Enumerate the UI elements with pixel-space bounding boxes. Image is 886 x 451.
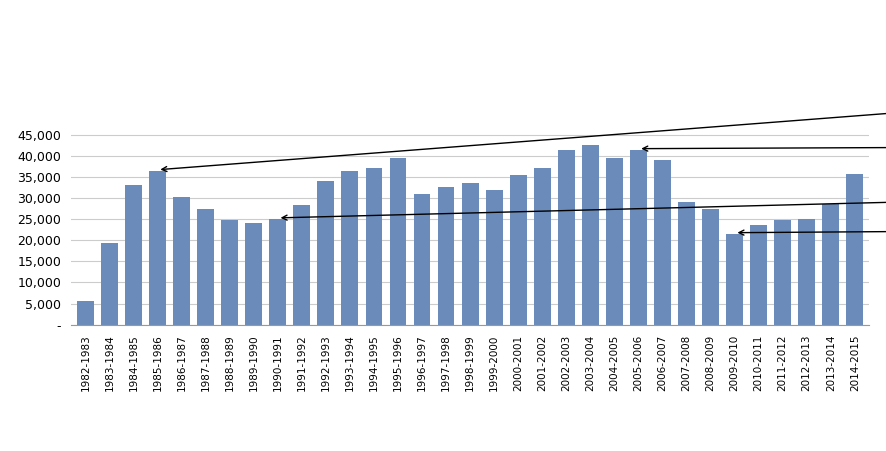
Text: cap on fees for
personal information: cap on fees for personal information	[282, 63, 886, 220]
Bar	[773, 220, 790, 325]
Bar	[77, 301, 94, 325]
Bar	[293, 205, 310, 325]
Bar	[101, 243, 118, 325]
Bar	[125, 185, 142, 325]
Bar	[557, 149, 574, 325]
Bar	[269, 219, 286, 325]
Bar	[221, 220, 237, 325]
Bar	[197, 209, 214, 325]
Bar	[486, 190, 502, 325]
Bar	[245, 223, 262, 325]
Bar	[389, 158, 406, 325]
Text: introduction of fees: introduction of fees	[161, 78, 886, 171]
Bar	[365, 168, 382, 325]
Bar	[797, 219, 814, 325]
Bar	[533, 168, 550, 325]
Bar	[821, 203, 838, 325]
Bar	[413, 194, 430, 325]
Text: more data
available on web: more data available on web	[642, 63, 886, 151]
Text: removal of
application fees: removal of application fees	[738, 63, 886, 235]
Bar	[462, 183, 478, 325]
Bar	[437, 187, 454, 325]
Bar	[509, 175, 526, 325]
Bar	[149, 170, 166, 325]
Bar	[677, 202, 694, 325]
Bar	[845, 175, 862, 325]
Bar	[702, 209, 719, 325]
Bar	[726, 234, 742, 325]
Bar	[605, 158, 622, 325]
Bar	[653, 161, 670, 325]
Bar	[173, 197, 190, 325]
Bar	[341, 170, 358, 325]
Bar	[750, 225, 766, 325]
Bar	[581, 145, 598, 325]
Bar	[629, 149, 646, 325]
Bar	[317, 181, 334, 325]
